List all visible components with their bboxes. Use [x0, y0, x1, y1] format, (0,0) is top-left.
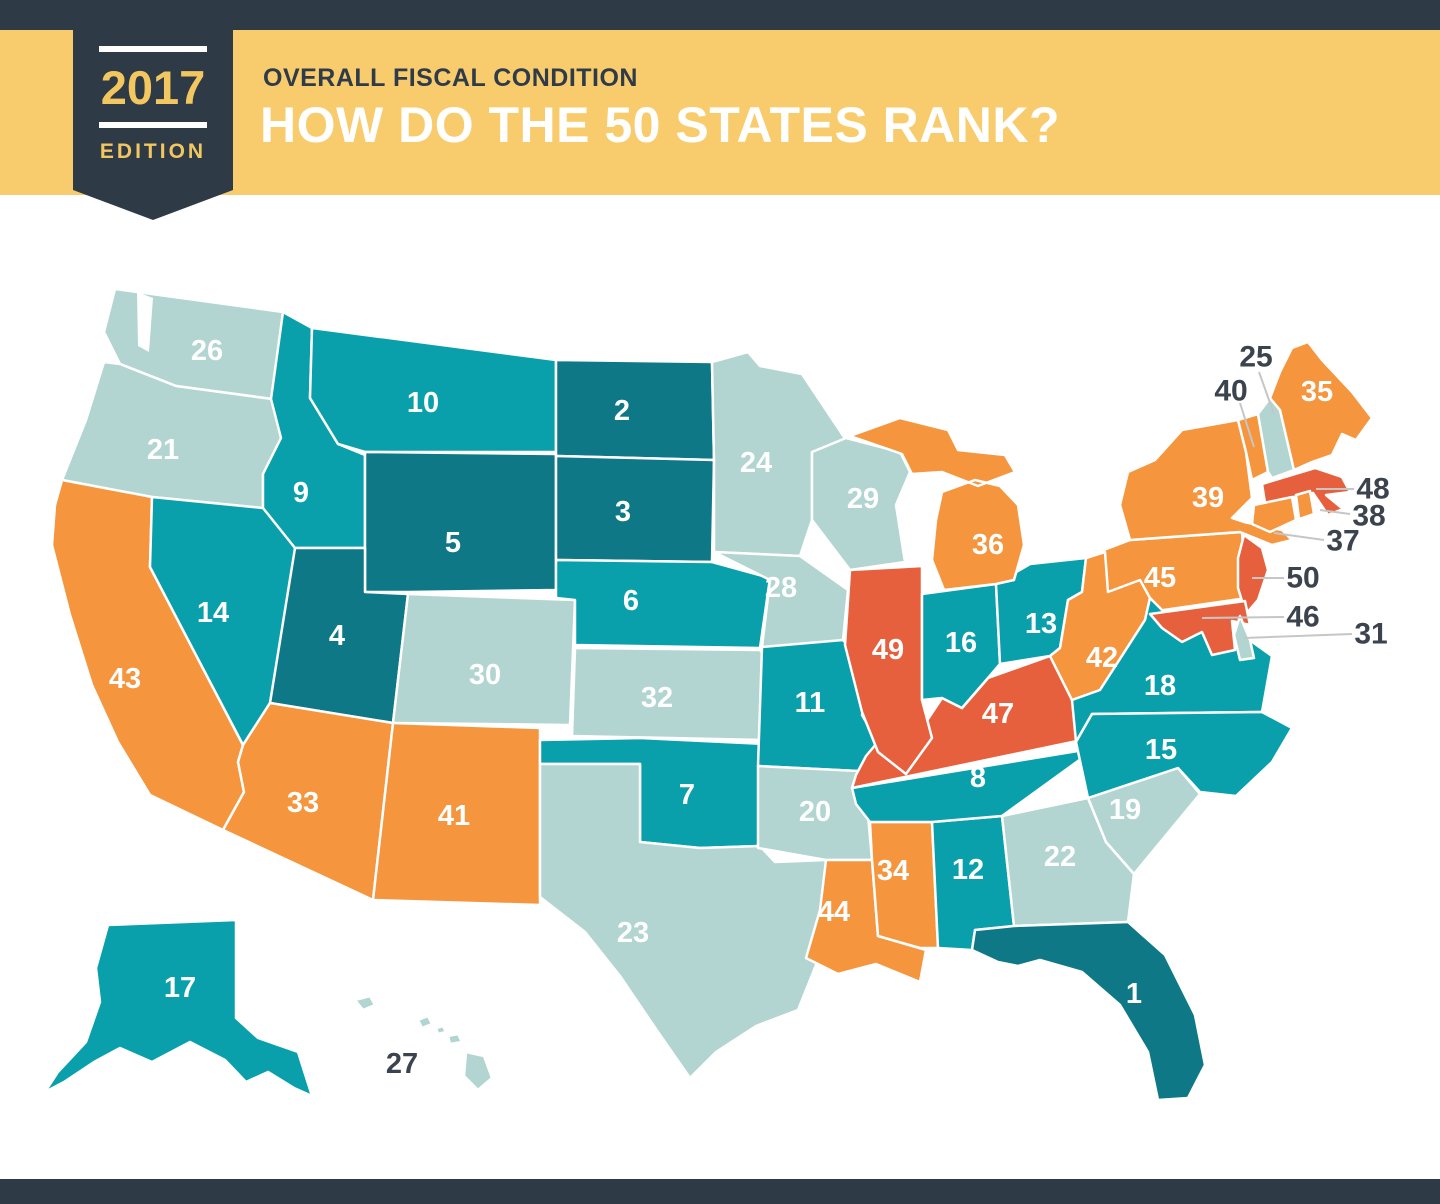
state-shape-ri — [1294, 489, 1316, 521]
header-banner: OVERALL FISCAL CONDITION HOW DO THE 50 S… — [0, 30, 1440, 195]
rank-label-in: 16 — [945, 627, 977, 659]
rank-label-wv: 42 — [1086, 642, 1118, 674]
state-shape-ct — [1250, 495, 1298, 534]
badge-divider-top — [99, 46, 207, 52]
rank-label-mi: 36 — [972, 529, 1004, 561]
rank-label-ks: 32 — [641, 682, 673, 714]
callout-line-25 — [1258, 371, 1275, 415]
rank-label-il: 49 — [872, 634, 904, 666]
edition-label: EDITION — [99, 140, 207, 163]
rank-label-nv: 14 — [197, 597, 229, 629]
callout-rank-46: 46 — [1286, 601, 1319, 634]
callout-rank-48: 48 — [1356, 473, 1389, 506]
rank-label-az: 33 — [287, 787, 319, 819]
rank-label-ia: 28 — [765, 572, 797, 604]
rank-label-ms: 34 — [877, 855, 909, 887]
rank-label-mn: 24 — [740, 447, 772, 479]
state-shape-tx — [538, 762, 828, 1080]
state-shape-nd — [554, 358, 716, 462]
callout-rank-38: 38 — [1352, 500, 1385, 533]
rank-label-sc: 19 — [1109, 794, 1141, 826]
rank-label-ga: 22 — [1044, 841, 1076, 873]
rank-label-nd: 2 — [614, 395, 630, 427]
state-shape-wy — [363, 450, 558, 594]
rank-label-wa: 26 — [191, 335, 223, 367]
rank-label-nm: 41 — [438, 800, 470, 832]
state-shape-wi — [810, 436, 912, 572]
rank-label-ky: 47 — [982, 698, 1014, 730]
callout-rank-31: 31 — [1354, 618, 1387, 651]
rank-label-nc: 15 — [1145, 734, 1177, 766]
rank-label-ny: 39 — [1192, 482, 1224, 514]
state-shape-co — [391, 592, 577, 727]
rank-label-pa: 45 — [1144, 562, 1176, 594]
page-title: HOW DO THE 50 STATES RANK? — [260, 97, 1061, 153]
rank-label-va: 18 — [1144, 670, 1176, 702]
rank-label-hi: 27 — [386, 1048, 418, 1080]
state-shape-sd — [554, 454, 716, 564]
rank-label-sd: 3 — [615, 496, 631, 528]
edition-year: 2017 — [100, 61, 206, 114]
state-shape-nm — [371, 721, 542, 907]
rank-label-wi: 29 — [847, 483, 879, 515]
rank-label-or: 21 — [147, 434, 179, 466]
state-shape-nc — [1074, 710, 1294, 800]
callout-rank-37: 37 — [1326, 525, 1359, 558]
rank-label-oh: 13 — [1025, 608, 1057, 640]
footer-navy-strip — [0, 1179, 1440, 1204]
rank-label-wy: 5 — [445, 527, 461, 559]
rank-label-fl: 1 — [1126, 978, 1142, 1010]
rank-label-ok: 7 — [679, 779, 695, 811]
rank-label-ne: 6 — [623, 585, 639, 617]
state-shape-ny — [1118, 418, 1294, 547]
rank-label-ut: 4 — [329, 620, 345, 652]
rank-label-mt: 10 — [407, 387, 439, 419]
callout-line-31 — [1243, 633, 1353, 639]
rank-label-ar: 20 — [799, 796, 831, 828]
rank-label-ca: 43 — [109, 663, 141, 695]
puget-sound-water — [137, 292, 153, 352]
rank-label-mo: 11 — [795, 687, 826, 719]
callout-line-46 — [1201, 616, 1285, 619]
callout-rank-25: 25 — [1239, 341, 1272, 374]
state-shapes — [43, 287, 1374, 1102]
state-shape-hi — [353, 994, 494, 1092]
top-navy-strip — [0, 0, 1440, 30]
badge-divider-bottom — [99, 122, 207, 128]
callout-line-37 — [1273, 532, 1325, 541]
rank-label-tx: 23 — [617, 917, 649, 949]
rank-label-la: 44 — [818, 896, 850, 928]
header-kicker: OVERALL FISCAL CONDITION — [263, 64, 638, 92]
callout-rank-50: 50 — [1286, 562, 1319, 595]
callout-rank-40: 40 — [1214, 375, 1247, 408]
rank-label-tn: 8 — [970, 762, 986, 794]
state-shape-md — [1148, 599, 1252, 657]
rank-label-ak: 17 — [164, 972, 196, 1004]
rank-label-al: 12 — [952, 854, 984, 886]
state-shape-ak — [43, 918, 314, 1098]
edition-badge: 2017 EDITION — [73, 0, 233, 220]
state-shape-nj — [1236, 533, 1270, 616]
callout-line-38 — [1319, 509, 1351, 515]
state-shape-fl — [970, 920, 1207, 1102]
rank-label-me: 35 — [1301, 376, 1333, 408]
rank-label-id: 9 — [293, 477, 309, 509]
state-shape-mi — [848, 416, 1026, 592]
callout-line-40 — [1239, 402, 1255, 448]
state-shape-me — [1268, 340, 1374, 472]
state-shape-ne — [554, 558, 772, 650]
rank-label-co: 30 — [469, 659, 501, 691]
